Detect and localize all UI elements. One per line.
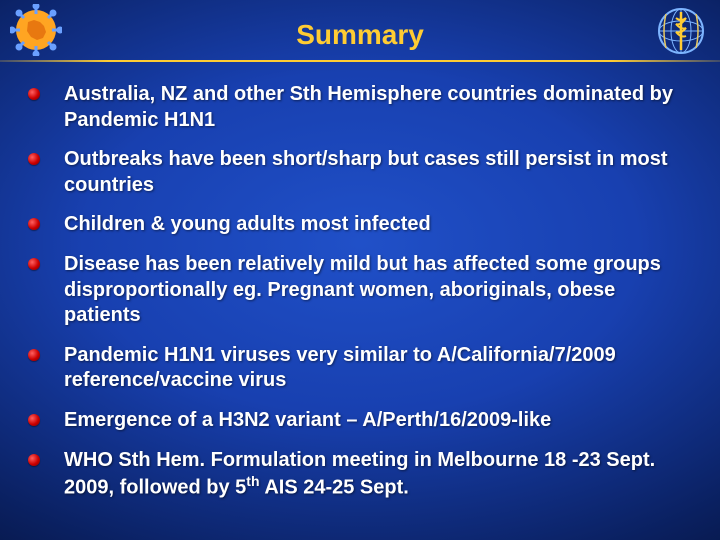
bullet-icon	[28, 88, 40, 100]
list-item: Australia, NZ and other Sth Hemisphere c…	[28, 82, 692, 133]
bullet-list: Australia, NZ and other Sth Hemisphere c…	[0, 70, 720, 525]
slide-header: Summary	[0, 0, 720, 70]
who-emblem-icon	[654, 4, 708, 58]
slide-title: Summary	[296, 19, 424, 51]
bullet-icon	[28, 414, 40, 426]
bullet-text: Children & young adults most infected	[64, 212, 431, 238]
virus-australia-icon	[10, 4, 62, 56]
bullet-text: Outbreaks have been short/sharp but case…	[64, 147, 692, 198]
bullet-icon	[28, 153, 40, 165]
list-item: WHO Sth Hem. Formulation meeting in Melb…	[28, 448, 692, 502]
bullet-text: WHO Sth Hem. Formulation meeting in Melb…	[64, 448, 692, 502]
bullet-text: Disease has been relatively mild but has…	[64, 252, 692, 329]
list-item: Disease has been relatively mild but has…	[28, 252, 692, 329]
bullet-text: Pandemic H1N1 viruses very similar to A/…	[64, 343, 692, 394]
bullet-icon	[28, 258, 40, 270]
list-item: Children & young adults most infected	[28, 212, 692, 238]
list-item: Emergence of a H3N2 variant – A/Perth/16…	[28, 408, 692, 434]
bullet-icon	[28, 454, 40, 466]
title-underline	[0, 60, 720, 62]
list-item: Pandemic H1N1 viruses very similar to A/…	[28, 343, 692, 394]
bullet-text: Emergence of a H3N2 variant – A/Perth/16…	[64, 408, 551, 434]
bullet-text: Australia, NZ and other Sth Hemisphere c…	[64, 82, 692, 133]
list-item: Outbreaks have been short/sharp but case…	[28, 147, 692, 198]
bullet-icon	[28, 218, 40, 230]
bullet-icon	[28, 349, 40, 361]
